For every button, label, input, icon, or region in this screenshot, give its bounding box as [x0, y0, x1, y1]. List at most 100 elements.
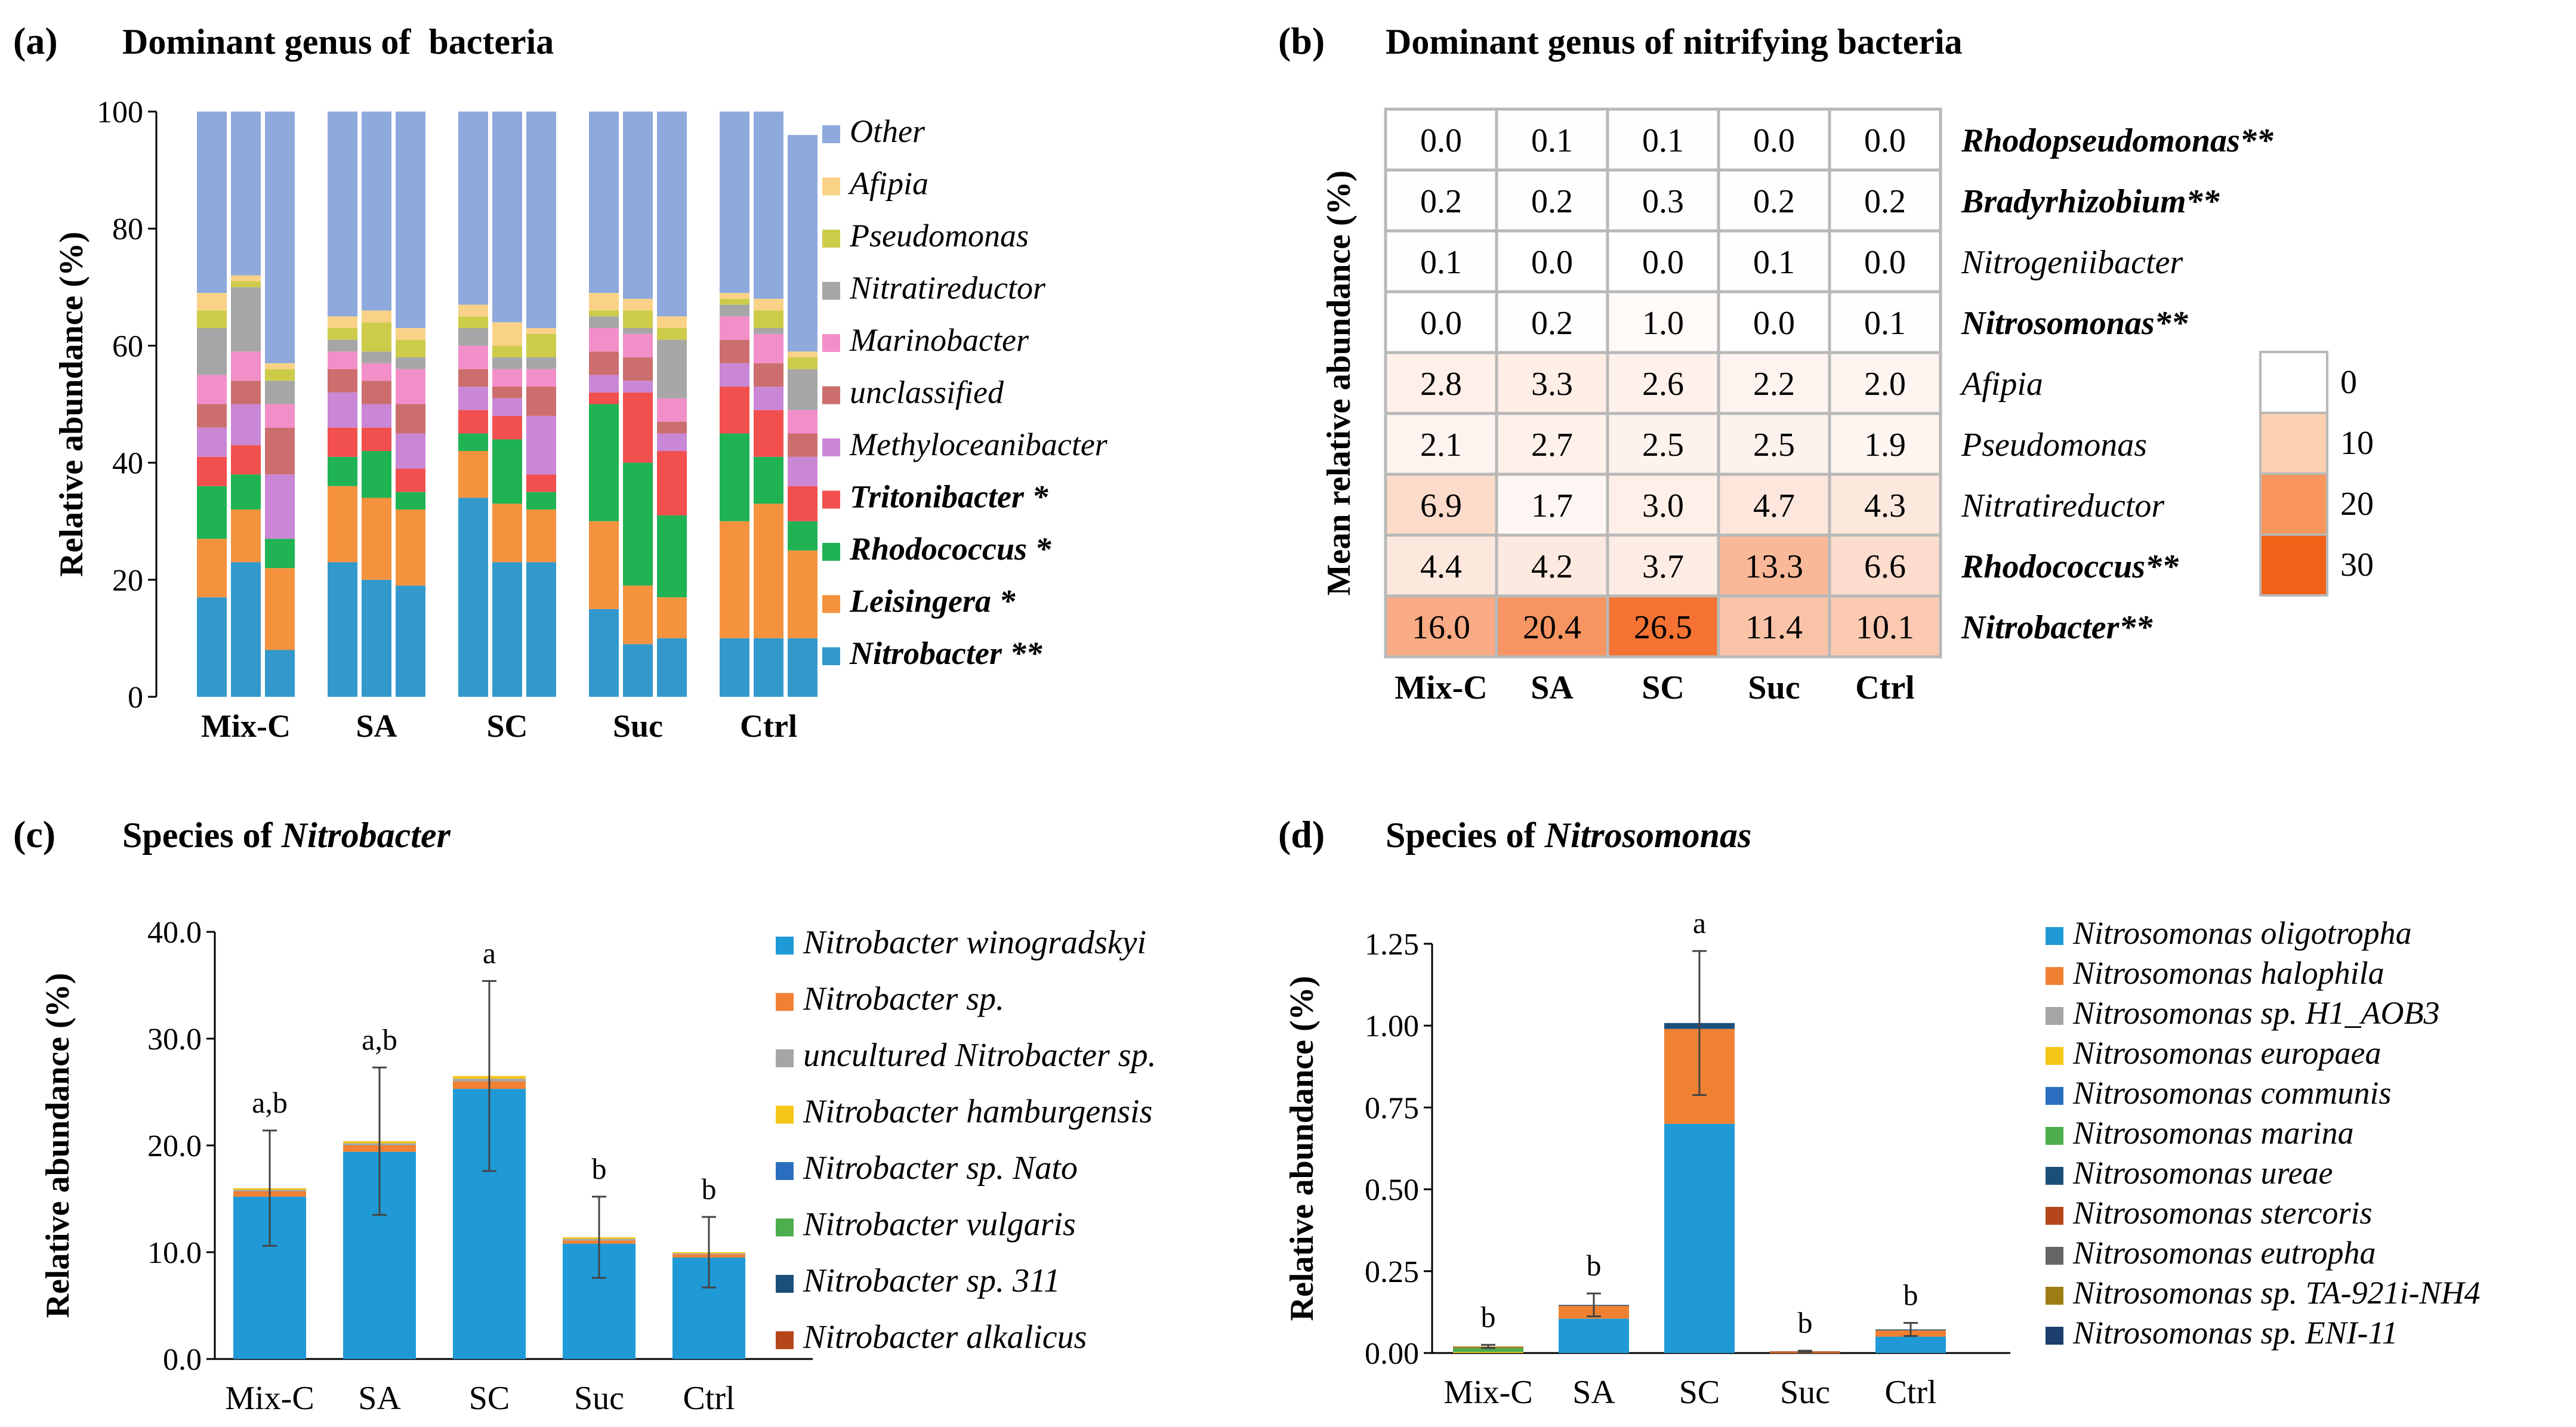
chart-b-cell-value: 1.0 [1642, 305, 1684, 342]
chart-a-segment-pseudomonas [231, 281, 261, 288]
chart-a-segment-tritonibacter [526, 474, 556, 492]
chart-d-legend-label: Nitrosomonas sp. TA-921i-NH4 [2072, 1275, 2481, 1311]
chart-a-segment-rhodococcus [720, 433, 749, 521]
chart-a-segment-other [589, 112, 619, 294]
chart-b-row-label: Nitrobacter** [1961, 609, 2153, 646]
chart-a-legend-label: Nitratireductor [849, 270, 1046, 306]
chart-b-cell-value: 26.5 [1634, 609, 1692, 646]
panel-d-letter: (d) [1278, 813, 1325, 855]
chart-a-segment-marinobacter [589, 328, 619, 352]
chart-b-cell-value: 0.1 [1420, 244, 1462, 281]
chart-a-segment-leisingera [396, 509, 425, 586]
chart-c-y-tick-label: 10.0 [147, 1236, 202, 1270]
chart-b-col-label: Mix-C [1395, 669, 1488, 706]
chart-d-legend-label: Nitrosomonas sp. H1_AOB3 [2072, 995, 2440, 1031]
chart-a-segment-leisingera [265, 568, 295, 650]
chart-a-segment-afipia [589, 293, 619, 311]
chart-b-cell [1717, 229, 1831, 294]
chart-c-legend-label: Nitrobacter sp. Nato [803, 1150, 1078, 1187]
chart-b-col-label: SC [1642, 669, 1685, 706]
chart-b-cell [1384, 290, 1498, 354]
chart-b-cell-value: 0.0 [1864, 122, 1906, 159]
chart-b-row-label: Nitratireductor [1961, 487, 2164, 524]
chart-a-segment-methyloceanibacter [720, 363, 749, 387]
chart-b-cell [1495, 472, 1609, 537]
chart-a-segment-tritonibacter [458, 410, 488, 434]
panel-b-title: Dominant genus of nitrifying bacteria [1386, 22, 1963, 61]
chart-b-cell [1384, 229, 1498, 294]
chart-a-segment-nitratireductor [396, 357, 425, 369]
chart-a-segment-unclassified [265, 427, 295, 475]
chart-a-segment-afipia [197, 293, 227, 311]
chart-a-segment-nitrobacter [720, 638, 749, 697]
chart-a-segment-pseudomonas [754, 310, 783, 328]
chart-a-segment-other [623, 112, 653, 299]
chart-a-segment-methyloceanibacter [754, 387, 783, 410]
chart-b-col-label: Suc [1748, 669, 1800, 706]
chart-a-segment-tritonibacter [623, 392, 653, 463]
chart-c-legend-label: Nitrobacter sp. [803, 981, 1004, 1018]
chart-a-stacked-bars: 0 20 40 60 80 100 Relative abundance (%) Mix-C S… [53, 95, 1108, 744]
chart-d-legend-swatch [2046, 1287, 2063, 1305]
chart-a-legend-swatch [822, 386, 840, 404]
chart-b-cell [1606, 594, 1720, 659]
chart-a-segment-nitratireductor [526, 357, 556, 369]
chart-b-col-label: SA [1531, 669, 1574, 706]
chart-b-cell [1828, 168, 1942, 233]
chart-a-segment-methyloceanibacter [231, 404, 261, 446]
chart-c-sig-letter: a,b [362, 1023, 397, 1056]
chart-b-cell-value: 16.0 [1412, 609, 1470, 646]
panel-a-letter: (a) [13, 20, 58, 62]
chart-b-legend-label: 20 [2340, 486, 2374, 523]
chart-c-x-label: SA [358, 1380, 401, 1417]
chart-a-legend-label: Methyloceanibacter [849, 427, 1108, 462]
chart-a-group-label: Suc [613, 708, 663, 744]
chart-a-segment-nitratireductor [197, 328, 227, 375]
chart-b-cell-value: 0.0 [1864, 244, 1906, 281]
chart-c-x-label: Ctrl [683, 1380, 735, 1417]
chart-b-row-label: Bradyrhizobium** [1961, 183, 2220, 220]
chart-d-y-tick-label: 1.25 [1365, 928, 1419, 962]
chart-c-legend-swatch [776, 1049, 794, 1067]
chart-a-segment-nitrobacter [492, 562, 522, 697]
chart-a-legend-swatch [822, 543, 840, 561]
chart-a-segment-rhodococcus [197, 486, 227, 539]
chart-b-cell-value: 0.1 [1864, 305, 1906, 342]
chart-b-cell-value: 2.5 [1642, 427, 1684, 464]
chart-a-segment-pseudomonas [492, 345, 522, 358]
chart-b-cell-value: 20.4 [1523, 609, 1581, 646]
chart-a-segment-nitrobacter [754, 638, 783, 697]
chart-a-segment-nitrobacter [396, 585, 425, 697]
chart-a-segment-unclassified [328, 369, 357, 393]
chart-d-legend-swatch [2046, 1127, 2063, 1145]
chart-a-segment-pseudomonas [396, 339, 425, 358]
chart-b-col-label: Ctrl [1855, 669, 1915, 706]
chart-a-segment-marinobacter [231, 351, 261, 381]
chart-d-y-tick-label: 0.25 [1365, 1255, 1419, 1289]
chart-b-cell [1717, 290, 1831, 354]
chart-a-segment-nitratireductor [788, 369, 817, 410]
chart-b-cell-value: 0.0 [1753, 122, 1795, 159]
chart-b-legend-label: 10 [2340, 425, 2374, 462]
chart-a-segment-nitratireductor [720, 304, 749, 317]
chart-b-cell-value: 4.7 [1753, 487, 1795, 524]
chart-c-nitrobacter-species: 0.0 10.0 20.0 30.0 40.0 Relative abundance (%… [39, 916, 1156, 1417]
chart-d-legend-swatch [2046, 1167, 2063, 1185]
chart-d-legend-swatch [2046, 1047, 2063, 1065]
chart-a-segment-marinobacter [458, 345, 488, 369]
chart-a-legend-swatch [822, 177, 840, 196]
chart-b-cell [1606, 412, 1720, 476]
chart-a-segment-unclassified [754, 363, 783, 387]
chart-a-segment-pseudomonas [458, 316, 488, 328]
chart-a-segment-other [720, 112, 749, 294]
chart-c-legend-label: Nitrobacter winogradskyi [803, 924, 1146, 961]
chart-a-segment-marinobacter [265, 404, 295, 428]
chart-a-y-tick-label: 100 [97, 95, 143, 129]
chart-a-segment-pseudomonas [197, 310, 227, 328]
chart-a-segment-tritonibacter [720, 387, 749, 434]
chart-a-segment-other [328, 112, 357, 317]
chart-d-x-label: Suc [1780, 1374, 1830, 1411]
chart-a-y-tick-label: 0 [128, 681, 143, 715]
chart-d-y-tick-label: 0.50 [1365, 1173, 1419, 1207]
